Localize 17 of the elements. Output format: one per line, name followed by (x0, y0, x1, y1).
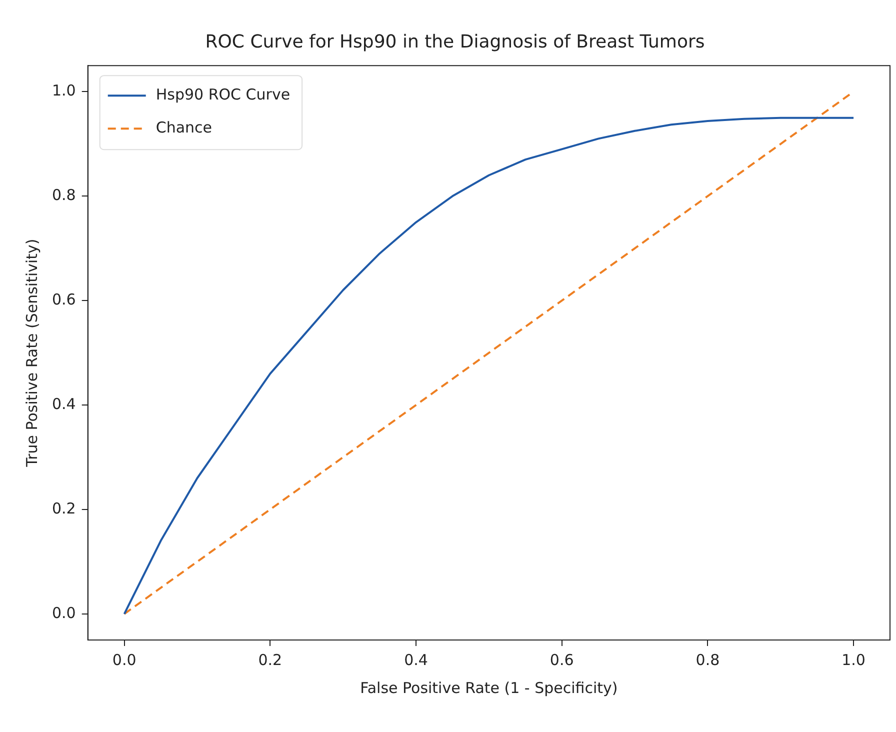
x-tick-label: 0.8 (696, 650, 720, 669)
y-tick-label: 0.4 (52, 394, 76, 413)
y-tick-label: 0.8 (52, 186, 76, 204)
chart-title: ROC Curve for Hsp90 in the Diagnosis of Breast Tumors (205, 31, 705, 52)
x-tick-label: 0.4 (404, 650, 428, 669)
x-tick-label: 0.2 (258, 650, 282, 669)
y-tick-label: 0.2 (52, 499, 76, 518)
y-tick-label: 0.0 (52, 604, 76, 622)
x-tick-label: 0.0 (112, 650, 136, 669)
legend-label: Chance (156, 118, 212, 136)
y-tick-label: 1.0 (52, 82, 76, 100)
x-tick-label: 1.0 (842, 650, 866, 669)
legend-label: Hsp90 ROC Curve (156, 85, 290, 104)
y-axis-title: True Positive Rate (Sensitivity) (22, 238, 41, 468)
x-tick-label: 0.6 (550, 650, 574, 669)
y-tick-label: 0.6 (52, 290, 76, 308)
x-axis-title: False Positive Rate (1 - Specificity) (360, 678, 618, 697)
